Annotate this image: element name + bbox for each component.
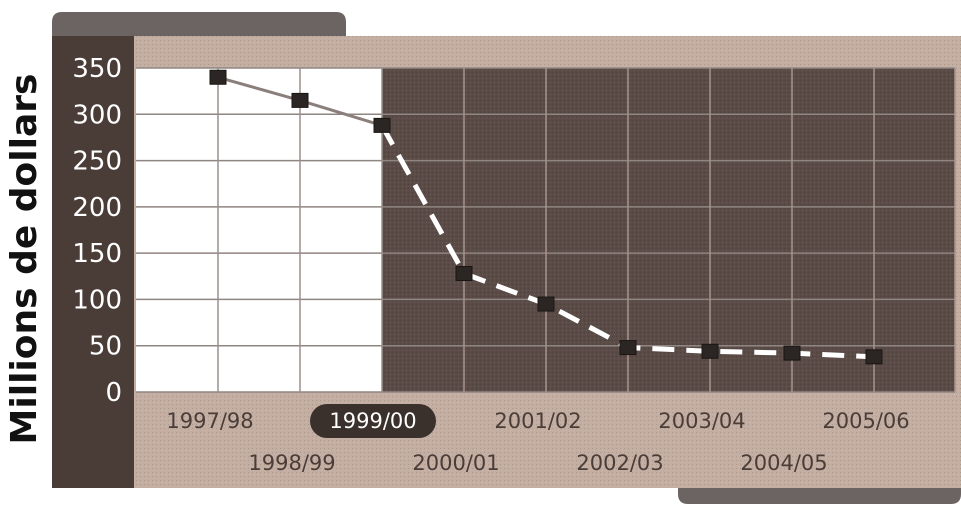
x-tick-label: 2003/04 — [658, 409, 745, 433]
x-tick-label: 2002/03 — [576, 451, 663, 475]
y-tick-label: 50 — [89, 332, 122, 362]
x-tick-label: 2001/02 — [494, 409, 581, 433]
plot-area-future-texture — [382, 68, 955, 392]
x-tick-label: 2000/01 — [412, 451, 499, 475]
data-point — [291, 92, 309, 108]
y-tick-label: 200 — [72, 193, 122, 223]
plot-area-past — [136, 68, 382, 392]
data-point — [455, 266, 473, 282]
data-point — [373, 117, 391, 133]
x-tick-label: 2005/06 — [822, 409, 909, 433]
data-point — [783, 345, 801, 361]
y-tick-label: 0 — [105, 378, 122, 408]
y-tick-label: 250 — [72, 147, 122, 177]
top-tab — [52, 12, 346, 38]
data-point — [209, 69, 227, 85]
x-tick-label: 1999/00 — [329, 409, 416, 433]
x-ticks: 1997/98 1998/99 1999/00 2000/01 2001/02 2002/… — [166, 404, 910, 475]
gridlines — [136, 67, 956, 393]
data-points — [209, 69, 883, 365]
y-axis-title: Millions de dollars — [4, 74, 45, 445]
y-tick-label: 350 — [72, 54, 122, 84]
data-point — [619, 340, 637, 356]
x-tick-label: 2004/05 — [740, 451, 827, 475]
y-tick-label: 100 — [72, 285, 122, 315]
x-tick-label: 1997/98 — [166, 409, 253, 433]
y-tick-label: 150 — [72, 239, 122, 269]
x-tick-label: 1998/99 — [248, 451, 335, 475]
data-point — [537, 296, 555, 312]
bottom-tab — [678, 484, 961, 504]
data-point — [701, 343, 719, 359]
data-point — [865, 349, 883, 365]
y-tick-label: 300 — [72, 100, 122, 130]
y-ticks: 0 50 100 150 200 250 300 350 — [72, 54, 122, 408]
y-axis-panel — [52, 36, 134, 488]
highlight-badge — [310, 404, 436, 438]
